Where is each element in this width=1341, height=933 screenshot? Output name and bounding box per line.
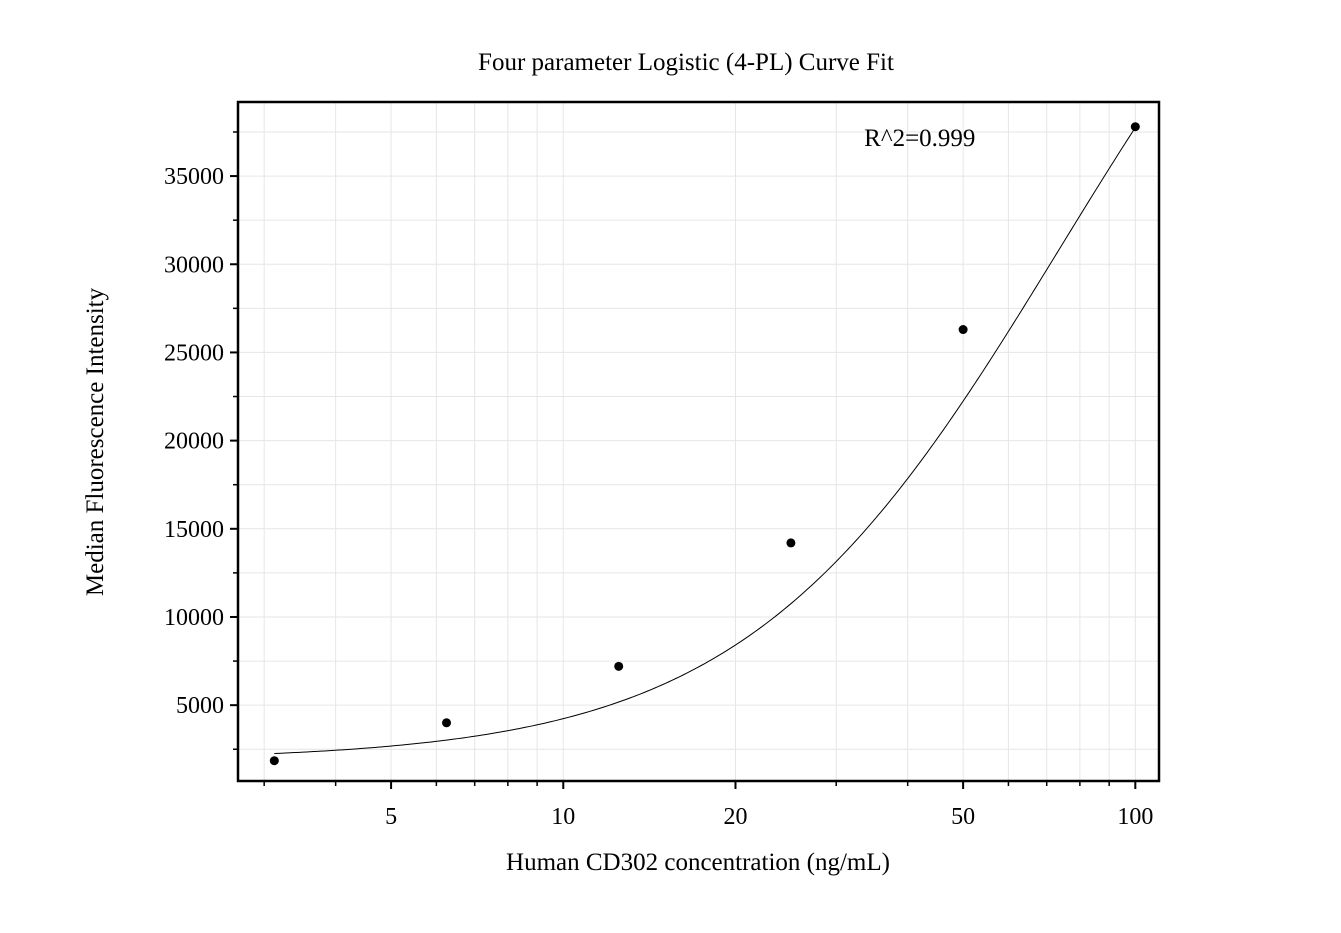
chart-title: Four parameter Logistic (4-PL) Curve Fit: [478, 49, 894, 76]
y-tick-label: 15000: [164, 517, 224, 543]
x-tick-label: 10: [551, 804, 575, 830]
data-point: [958, 325, 968, 335]
annotations: R^2=0.999: [864, 125, 975, 152]
plot-frame: [236, 100, 1161, 783]
y-tick-label: 20000: [164, 429, 224, 455]
y-tick-label: 10000: [164, 605, 224, 631]
data-points: [269, 122, 1140, 766]
r-squared-annotation: R^2=0.999: [864, 125, 975, 152]
data-point: [1130, 122, 1140, 132]
data-point: [442, 718, 452, 728]
fit-curve: [274, 127, 1136, 755]
y-tick-label: 30000: [164, 252, 224, 278]
x-tick-label: 5: [385, 804, 397, 830]
axes: 5000 10000 15000 20000 25000 30000 35000 5 10 20 5…: [164, 100, 1161, 830]
fit-curve-layer: [274, 127, 1136, 755]
x-tick-label: 50: [951, 804, 975, 830]
y-tick-label: 25000: [164, 340, 224, 366]
y-tick-label: 5000: [176, 693, 224, 719]
y-tick-label: 35000: [164, 164, 224, 190]
data-point: [786, 538, 796, 548]
x-tick-label: 20: [723, 804, 747, 830]
y-axis-title: Median Fluorescence Intensity: [82, 287, 109, 596]
x-axis-title: Human CD302 concentration (ng/mL): [506, 849, 890, 876]
grid: [238, 102, 1159, 781]
data-point: [614, 661, 624, 671]
x-tick-label: 100: [1117, 804, 1153, 830]
data-point: [269, 756, 279, 766]
